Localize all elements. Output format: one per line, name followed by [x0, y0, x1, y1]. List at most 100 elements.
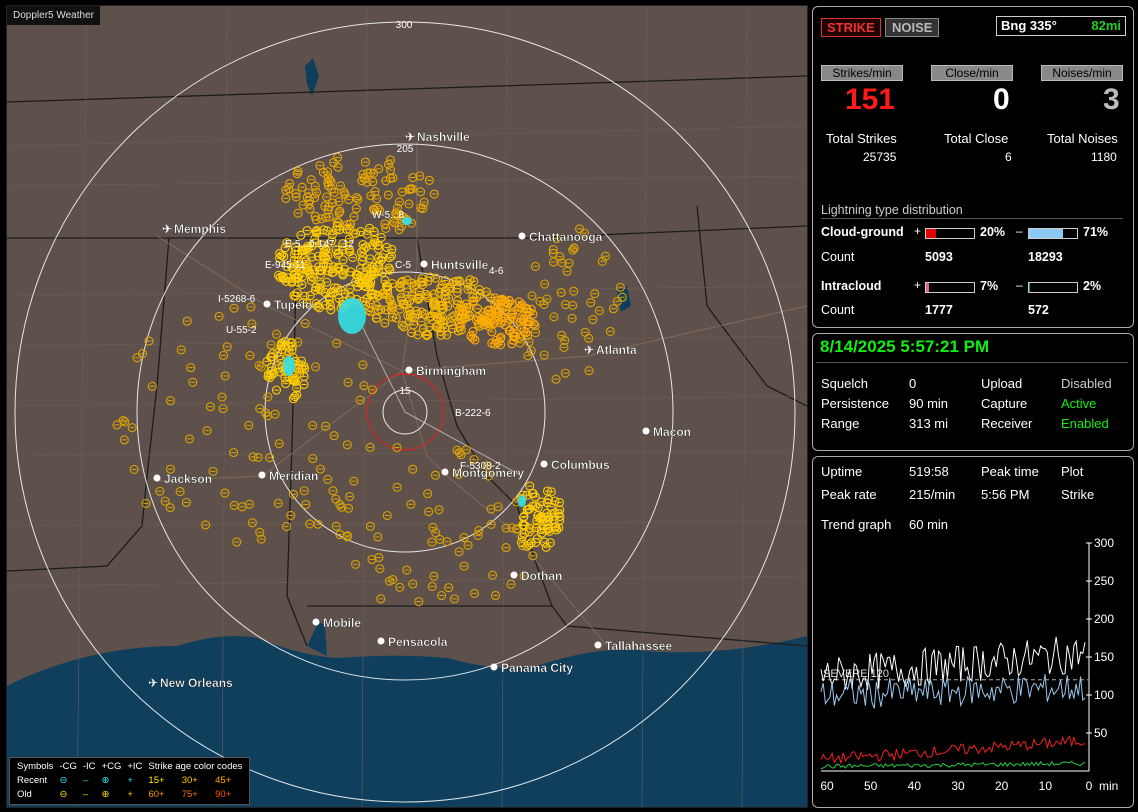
total-close-value: 6 — [1005, 150, 1012, 164]
city-pensacola: Pensacola — [377, 635, 448, 649]
strike-marker — [324, 295, 334, 305]
city-columbus: Columbus — [540, 458, 610, 472]
strike-marker — [301, 499, 311, 510]
city-dot-icon — [405, 366, 413, 374]
x-tick-label: 30 — [951, 779, 965, 793]
strike-marker — [376, 594, 386, 604]
strike-marker — [498, 303, 508, 313]
strike-marker — [454, 318, 464, 328]
strike-marker — [506, 579, 516, 589]
strike-marker — [440, 275, 450, 286]
strike-marker — [248, 452, 258, 462]
y-tick-label: 100 — [1094, 688, 1114, 702]
strike-marker — [617, 292, 627, 302]
strike-marker — [539, 350, 549, 360]
bearing-line-2 — [404, 411, 523, 477]
strike-marker — [501, 523, 511, 533]
strike-marker — [345, 491, 355, 502]
city-dot-icon — [441, 468, 449, 476]
strike-marker — [281, 193, 291, 203]
airport-icon: ✈ — [405, 130, 415, 144]
strike-marker — [615, 282, 625, 292]
strike-marker — [496, 312, 506, 322]
city-tallahassee: Tallahassee — [594, 639, 673, 653]
strike-marker — [308, 454, 318, 464]
strike-marker — [375, 564, 385, 574]
distance-value: 82mi — [1091, 18, 1121, 33]
trend-graph-value[interactable]: 60 min — [909, 517, 949, 532]
x-tick-label: 0 — [1086, 779, 1093, 793]
strike-marker — [352, 269, 362, 279]
strike-marker — [311, 299, 321, 309]
city-dot-icon — [153, 474, 161, 482]
strike-marker — [487, 327, 497, 337]
city-label: Dothan — [521, 569, 562, 583]
city-dot-icon — [263, 300, 271, 308]
noise-button[interactable]: NOISE — [885, 18, 940, 37]
strike-marker — [338, 255, 348, 265]
strike-marker — [329, 158, 339, 168]
strike-marker — [608, 304, 618, 314]
strike-marker — [394, 197, 404, 207]
ring-label: 300 — [396, 20, 413, 31]
strike-marker — [454, 547, 464, 557]
storm-cell-tag: B-222-6 — [455, 408, 491, 419]
strike-marker — [311, 227, 321, 237]
strike-marker — [427, 581, 437, 592]
city-dot-icon — [420, 260, 428, 268]
strike-marker — [165, 503, 175, 513]
plot-value[interactable]: Strike — [1061, 487, 1095, 502]
strike-marker — [527, 291, 537, 301]
strike-marker — [291, 246, 301, 256]
strike-marker — [408, 579, 418, 589]
strike-marker — [275, 367, 285, 377]
strike-button[interactable]: STRIKE — [821, 18, 881, 37]
strike-marker — [287, 277, 297, 287]
squelch-label: Squelch — [821, 376, 868, 391]
strike-marker — [459, 533, 469, 543]
ic-plus-sign: + — [914, 278, 922, 292]
strike-marker — [334, 248, 344, 258]
receiver-label: Receiver — [981, 416, 1033, 431]
strike-marker — [141, 498, 151, 508]
strike-marker — [461, 305, 471, 315]
city-label: Pensacola — [388, 635, 448, 649]
city-jackson: Jackson — [153, 472, 212, 486]
strike-marker — [452, 283, 462, 294]
persistence-label: Persistence — [821, 396, 889, 411]
strike-marker — [469, 455, 479, 465]
strike-marker — [524, 337, 534, 347]
city-dot-icon — [510, 571, 518, 579]
map-canvas[interactable]: 300 205 15 W-5...8 E-5...0-147...12 E-945-11… — [7, 6, 807, 807]
strike-marker — [377, 253, 388, 263]
age-90: 90+ — [215, 789, 232, 800]
strike-marker — [292, 288, 302, 298]
cg-count-label: Count — [821, 250, 855, 264]
pos-ic-old-icon: + — [127, 789, 133, 800]
strike-marker — [132, 353, 142, 363]
radar-map[interactable]: 300 205 15 W-5...8 E-5...0-147...12 E-945-11… — [6, 5, 808, 808]
strike-marker — [322, 192, 332, 202]
strike-marker — [424, 175, 434, 185]
strike-marker — [373, 240, 383, 250]
ring-label: 205 — [397, 144, 414, 155]
strike-marker — [600, 251, 610, 261]
strike-marker — [355, 395, 365, 405]
strike-marker — [546, 487, 556, 497]
strikes-per-min-label: Strikes/min — [821, 65, 903, 81]
persistence-value: 90 min — [909, 396, 949, 411]
city-mobile: Mobile — [312, 616, 361, 630]
city-label: Panama City — [501, 661, 573, 675]
strike-marker — [360, 269, 371, 279]
strike-marker — [342, 532, 352, 542]
pos-cg-trend — [820, 735, 1086, 764]
strike-marker — [331, 521, 341, 531]
strike-marker — [431, 528, 441, 538]
strike-marker — [479, 307, 489, 317]
strike-marker — [474, 525, 484, 535]
strike-marker — [430, 470, 441, 480]
strike-marker — [383, 190, 393, 200]
city-montgomery: Montgomery — [441, 466, 524, 480]
strike-marker — [328, 486, 338, 496]
strike-marker — [129, 464, 139, 474]
